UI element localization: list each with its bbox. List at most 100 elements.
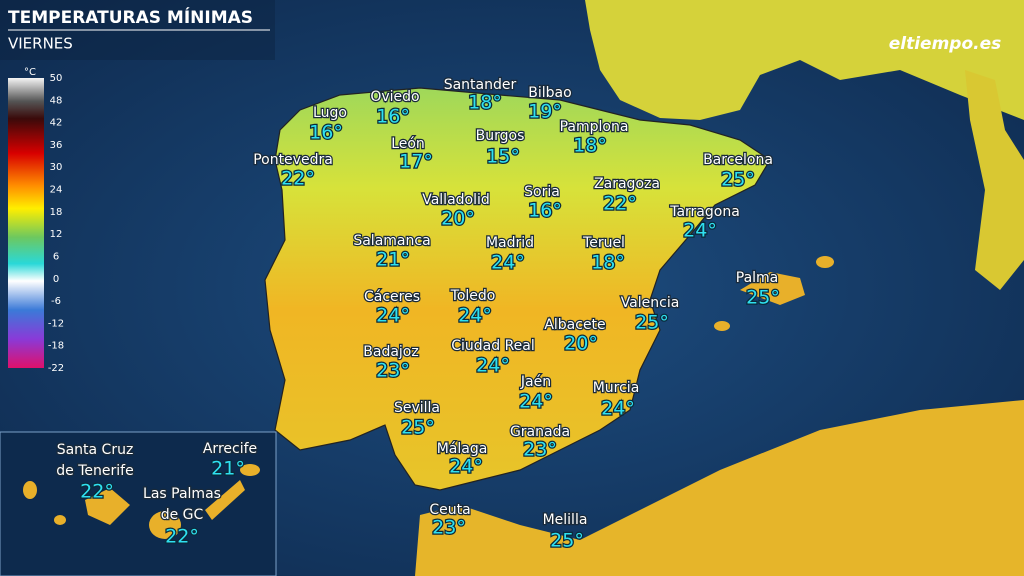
legend-tick: 48 <box>50 95 63 106</box>
city-temp: 20° <box>564 333 598 355</box>
city-name: León <box>391 136 425 152</box>
france <box>585 0 1024 120</box>
lanzarote <box>240 464 260 476</box>
city-name: Málaga <box>437 441 488 457</box>
city-temp: 21° <box>376 249 410 271</box>
city-name: Granada <box>510 424 570 440</box>
city-name: Las Palmas <box>143 486 221 502</box>
legend-tick: 36 <box>50 140 63 151</box>
city-temp: 16° <box>376 106 410 128</box>
city-temp: 23° <box>432 517 466 539</box>
city-name: Sevilla <box>394 400 440 416</box>
city-name: Palma <box>736 270 779 286</box>
city-temp: 24° <box>519 391 553 413</box>
city-name: Santander <box>444 77 517 93</box>
city-name: Bilbao <box>528 85 571 101</box>
legend-tick: -6 <box>51 296 61 307</box>
city-name: Burgos <box>476 128 525 144</box>
africa <box>415 400 1024 576</box>
legend-tick: 42 <box>50 118 63 129</box>
city-temp: 25° <box>721 169 755 191</box>
city-name: Pamplona <box>560 119 629 135</box>
city-temp: 25° <box>550 530 584 552</box>
city-name: Ceuta <box>429 502 470 518</box>
city-name: de GC <box>161 507 204 523</box>
legend-tick: 18 <box>50 207 63 218</box>
city-temp: 18° <box>591 252 625 274</box>
city-temp: 24° <box>376 305 410 327</box>
legend-unit: °C <box>24 67 36 78</box>
legend-tick: -12 <box>48 318 64 329</box>
city-temp: 23° <box>523 439 557 461</box>
city-temp: 21° <box>211 458 245 480</box>
legend-scale <box>8 78 44 368</box>
city-temp: 18° <box>468 92 502 114</box>
city-temp: 22° <box>603 193 637 215</box>
mallorca <box>740 272 805 305</box>
city-name: de Tenerife <box>56 463 133 479</box>
legend-tick: -22 <box>48 363 64 374</box>
city-temp: 24° <box>683 220 717 242</box>
islands-east <box>965 70 1024 290</box>
city-temp: 24° <box>601 398 635 420</box>
city-name: Arrecife <box>203 441 257 457</box>
city-name: Cáceres <box>364 289 420 305</box>
city-temp: 22° <box>281 168 315 190</box>
title: TEMPERATURAS MÍNIMAS <box>8 6 253 28</box>
city-temp: 16° <box>528 200 562 222</box>
legend-tick: 6 <box>53 251 59 262</box>
gran-canaria <box>149 511 181 539</box>
logo: eltiempo.es <box>889 34 1002 54</box>
city-temp: 19° <box>528 101 562 123</box>
city-temp: 24° <box>449 456 483 478</box>
legend-tick: 24 <box>50 185 63 196</box>
city-name: Pontevedra <box>253 152 333 168</box>
city-name: Murcia <box>593 380 640 396</box>
menorca <box>816 256 834 268</box>
city-temp: 25° <box>746 287 780 309</box>
canarias-inset <box>0 431 277 576</box>
la-palma <box>23 481 37 499</box>
legend-tick: 0 <box>53 274 59 285</box>
city-name: Oviedo <box>370 89 419 105</box>
city-name: Madrid <box>486 235 534 251</box>
city-name: Albacete <box>544 317 605 333</box>
city-temp: 23° <box>376 360 410 382</box>
city-temp: 17° <box>399 151 433 173</box>
ibiza <box>714 321 730 331</box>
city-temp: 25° <box>635 312 669 334</box>
legend-tick: 30 <box>50 162 63 173</box>
city-name: Badajoz <box>363 344 418 360</box>
tenerife <box>85 488 130 525</box>
city-temp: 25° <box>401 417 435 439</box>
city-temp: 22° <box>165 526 199 548</box>
city-temp: 20° <box>441 208 475 230</box>
city-temp: 22° <box>80 481 114 503</box>
legend-tick: 50 <box>50 73 63 84</box>
legend-tick: -18 <box>48 341 64 352</box>
city-name: Lugo <box>313 105 347 121</box>
legend: 50 48 42 36 30 24 18 12 6 0 -6 -12 -18 -22 <box>48 73 64 374</box>
city-temp: 16° <box>309 122 343 144</box>
legend-tick: 12 <box>50 229 63 240</box>
city-temp: 15° <box>486 146 520 168</box>
city-name: Santa Cruz <box>57 442 134 458</box>
city-name: Valencia <box>621 295 680 311</box>
city-name: Soria <box>524 184 560 200</box>
city-name: Jaén <box>520 374 551 390</box>
city-name: Valladolid <box>422 192 490 208</box>
la-gomera <box>54 515 66 525</box>
iberia <box>264 87 771 491</box>
city-temp: 24° <box>458 305 492 327</box>
city-temp: 24° <box>491 252 525 274</box>
city-temp: 18° <box>573 135 607 157</box>
city-temp: 24° <box>476 355 510 377</box>
city-name: Teruel <box>582 235 625 251</box>
city-name: Tarragona <box>669 204 740 220</box>
city-name: Toledo <box>450 288 496 304</box>
subtitle: VIERNES <box>8 35 73 53</box>
city-name: Zaragoza <box>594 176 660 192</box>
city-name: Salamanca <box>353 233 430 249</box>
